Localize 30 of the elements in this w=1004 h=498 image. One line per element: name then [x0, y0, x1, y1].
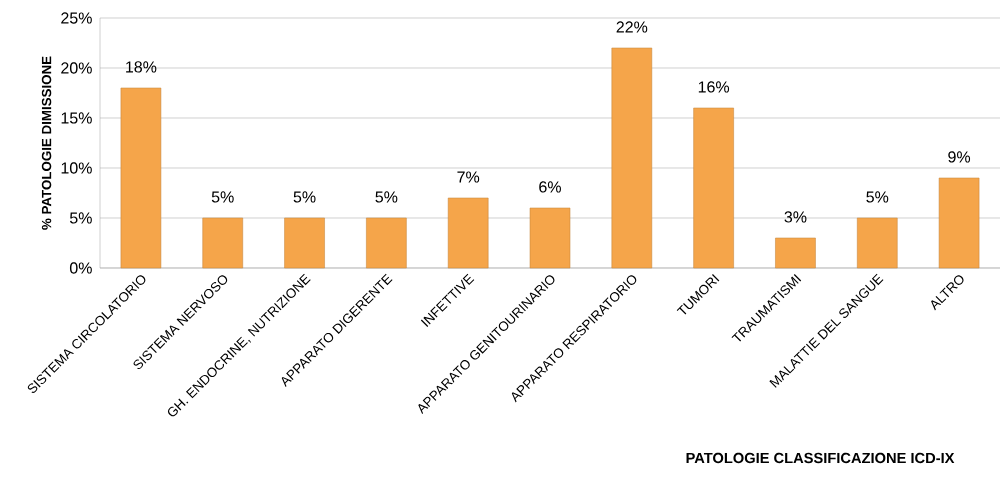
y-tick-label: 0% — [69, 262, 92, 274]
y-tick-label: 15% — [61, 112, 92, 124]
bar — [447, 197, 489, 269]
bar — [857, 217, 898, 269]
data-label: 18% — [126, 61, 157, 73]
bar — [284, 217, 325, 269]
data-label: 6% — [539, 181, 561, 193]
data-label: 22% — [616, 21, 648, 33]
data-label: 5% — [375, 191, 398, 203]
data-label: 5% — [211, 191, 234, 203]
bar — [366, 217, 407, 269]
data-label: 5% — [293, 191, 316, 203]
data-label: 7% — [457, 171, 480, 183]
y-tick-label: 10% — [61, 162, 92, 174]
bar — [529, 207, 571, 269]
bar — [120, 87, 162, 269]
y-tick-label: 20% — [61, 62, 92, 74]
data-label: 16% — [698, 81, 730, 93]
data-label: 9% — [948, 151, 971, 163]
data-label: 3% — [784, 211, 807, 223]
y-tick-label: 5% — [69, 212, 92, 224]
bar — [693, 107, 734, 269]
x-axis-title: PATOLOGIE CLASSIFICAZIONE ICD-IX — [686, 452, 955, 464]
bar — [775, 237, 816, 269]
bar — [938, 177, 980, 269]
bar — [611, 47, 653, 269]
y-axis-title: % PATOLOGIE DIMISSIONE — [41, 56, 52, 230]
data-label: 5% — [866, 191, 889, 203]
bar — [202, 217, 243, 269]
y-tick-label: 25% — [61, 12, 92, 24]
